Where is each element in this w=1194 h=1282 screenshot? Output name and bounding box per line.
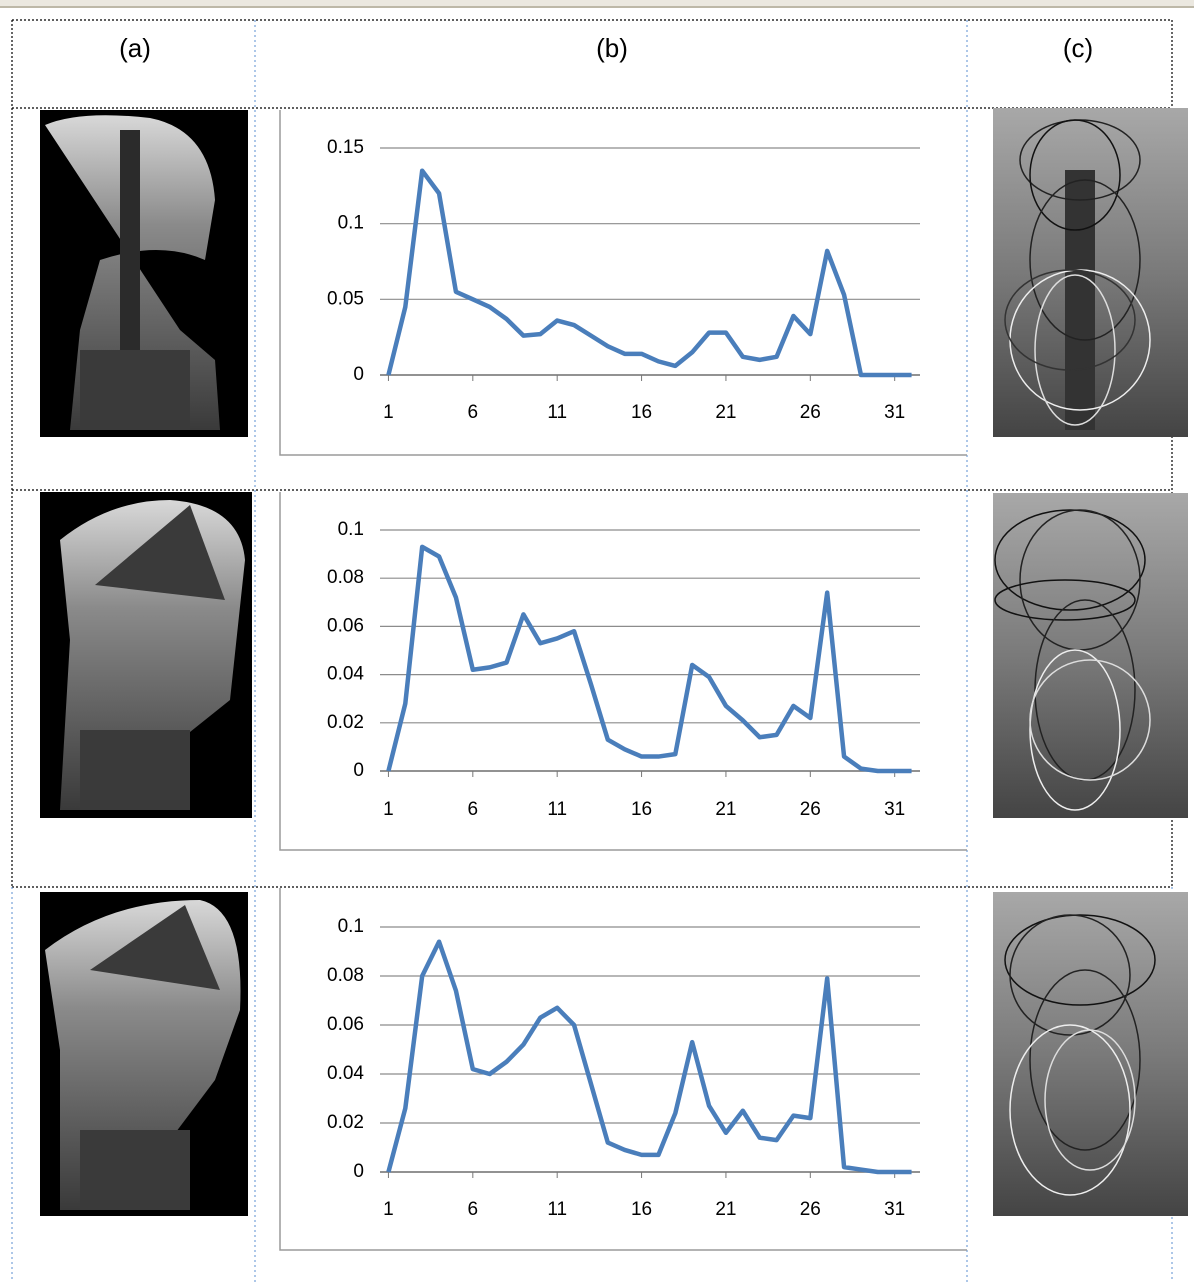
x-tick-label: 31 — [884, 799, 905, 820]
image-a — [40, 110, 248, 437]
column-header: (b) — [596, 33, 628, 63]
y-tick-label: 0.08 — [327, 965, 364, 986]
y-tick-label: 0.1 — [338, 916, 364, 937]
x-tick-label: 1 — [383, 799, 394, 820]
x-tick-label: 1 — [383, 1199, 394, 1220]
image-c — [993, 108, 1188, 437]
image-c — [993, 493, 1188, 818]
data-line — [388, 171, 911, 375]
document: (a) (b) (c) — [0, 0, 1194, 1282]
chart-frame — [280, 492, 967, 850]
x-tick-label: 6 — [468, 1199, 479, 1220]
y-tick-label: 0.02 — [327, 1112, 364, 1133]
y-tick-label: 0.08 — [327, 567, 364, 588]
y-tick-label: 0.1 — [338, 213, 364, 234]
x-tick-label: 31 — [884, 1199, 905, 1220]
x-tick-label: 21 — [715, 1199, 736, 1220]
x-tick-label: 21 — [715, 402, 736, 423]
data-line — [388, 547, 911, 771]
column-header: (c) — [1063, 33, 1093, 63]
x-tick-label: 6 — [468, 402, 479, 423]
y-tick-label: 0.06 — [327, 615, 364, 636]
x-tick-label: 16 — [631, 799, 652, 820]
x-tick-label: 11 — [547, 1199, 567, 1220]
x-tick-label: 11 — [547, 799, 567, 820]
x-tick-label: 1 — [383, 402, 394, 423]
image-a — [40, 492, 252, 818]
y-tick-label: 0.04 — [327, 664, 364, 685]
y-tick-label: 0.15 — [327, 137, 364, 158]
x-tick-label: 6 — [468, 799, 479, 820]
y-tick-label: 0 — [353, 364, 364, 385]
y-tick-label: 0.06 — [327, 1014, 364, 1035]
y-tick-label: 0.04 — [327, 1063, 364, 1084]
x-tick-label: 26 — [800, 799, 821, 820]
y-tick-label: 0 — [353, 1161, 364, 1182]
image-a — [40, 892, 248, 1216]
y-tick-label: 0 — [353, 760, 364, 781]
x-tick-label: 11 — [547, 402, 567, 423]
x-tick-label: 16 — [631, 1199, 652, 1220]
y-tick-label: 0.1 — [338, 519, 364, 540]
image-c — [993, 892, 1188, 1216]
x-tick-label: 26 — [800, 402, 821, 423]
x-tick-label: 31 — [884, 402, 905, 423]
column-header: (a) — [119, 33, 151, 63]
x-tick-label: 26 — [800, 1199, 821, 1220]
chart-frame — [280, 888, 967, 1250]
y-tick-label: 0.05 — [327, 288, 364, 309]
x-tick-label: 21 — [715, 799, 736, 820]
page: {"table": {"headers": ["(a)", "(b)", "(c… — [0, 0, 1194, 1282]
top-band — [0, 0, 1194, 7]
x-tick-label: 16 — [631, 402, 652, 423]
y-tick-label: 0.02 — [327, 712, 364, 733]
